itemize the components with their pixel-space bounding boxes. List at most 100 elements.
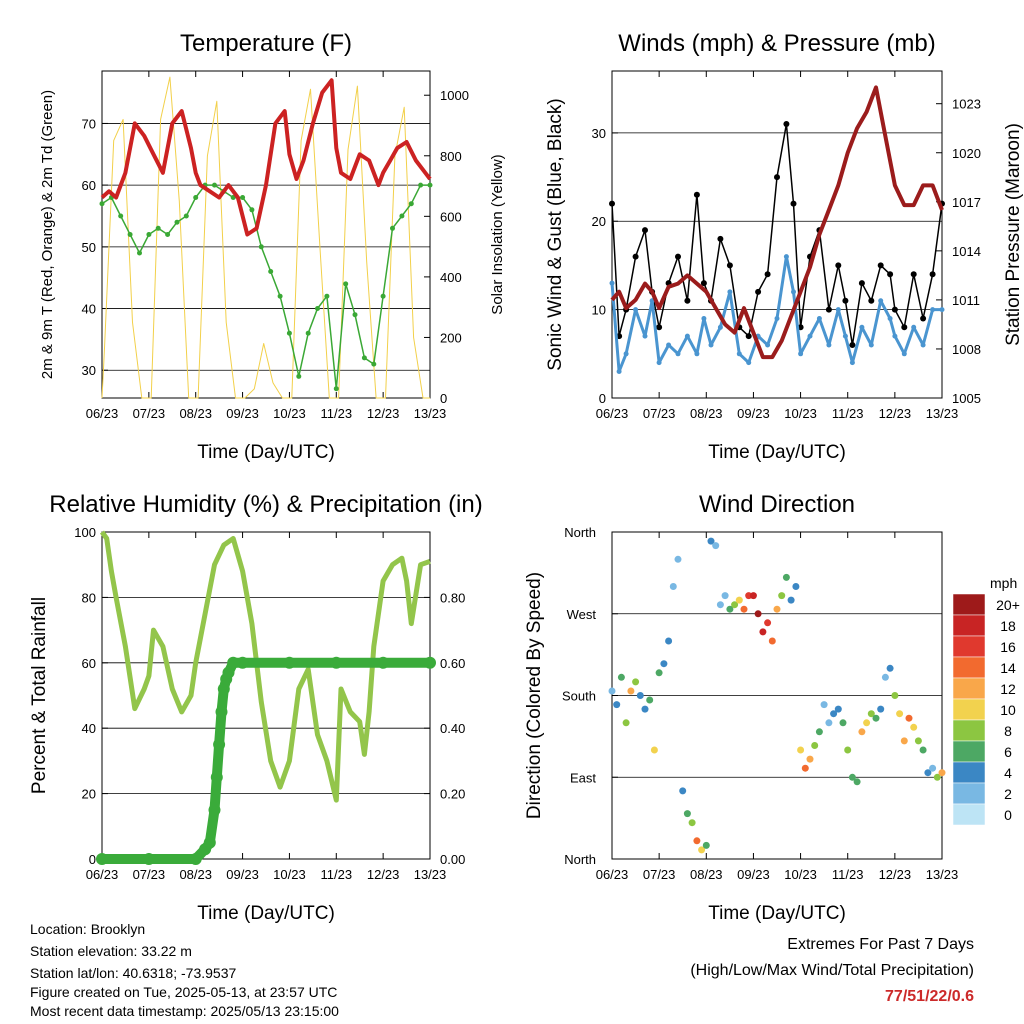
precip-point xyxy=(222,666,235,679)
wind-point xyxy=(609,280,615,286)
dewpoint-point xyxy=(258,244,264,250)
y-tick-label: 40 xyxy=(82,302,96,317)
x-tick-label: 12/23 xyxy=(367,406,400,421)
dewpoint-point xyxy=(183,213,189,219)
extremes-subtitle: (High/Low/Max Wind/Total Precipitation) xyxy=(690,962,974,979)
dewpoint-point xyxy=(408,201,414,207)
figure: Temperature (F) Time (Day/UTC) 06/23 07/23 0… xyxy=(29,30,1024,924)
precip-point xyxy=(208,804,221,816)
direction-point xyxy=(801,764,809,772)
pressure-line xyxy=(610,85,944,360)
colorbar-label: 0 xyxy=(1004,807,1012,823)
wind-point xyxy=(859,324,865,330)
direction-point xyxy=(665,637,673,645)
direction-point xyxy=(863,719,871,727)
wind-point xyxy=(911,324,917,330)
direction-point xyxy=(698,846,706,854)
wind-point xyxy=(868,342,874,348)
chart-title: Relative Humidity (%) & Precipitation (i… xyxy=(49,491,482,518)
y-tick-label: 60 xyxy=(82,178,96,193)
y2-tick-label: 1011 xyxy=(952,293,980,308)
x-tick-label: 08/23 xyxy=(179,406,212,421)
direction-point xyxy=(735,596,743,604)
precip-point xyxy=(236,656,249,669)
y2-tick-label: 1020 xyxy=(952,146,981,161)
x-tick-label: 06/23 xyxy=(86,867,119,882)
y2-tick-label: 1023 xyxy=(952,97,981,112)
y-tick-label: 60 xyxy=(82,656,96,671)
y-tick-label: 0 xyxy=(89,852,96,867)
direction-point xyxy=(778,592,786,600)
y2-tick-label: 600 xyxy=(440,209,462,224)
direction-point xyxy=(872,714,880,722)
direction-point xyxy=(749,592,757,600)
recent-text: Most recent data timestamp: 2025/05/13 2… xyxy=(30,1003,339,1019)
x-tick-label: 08/23 xyxy=(179,867,212,882)
direction-point xyxy=(669,583,677,590)
wind-point xyxy=(892,333,898,339)
precip-point xyxy=(217,683,230,695)
x-tick-label: 11/23 xyxy=(832,867,864,882)
x-tick-label: 08/23 xyxy=(690,867,723,882)
wind-point xyxy=(826,342,832,348)
x-tick-label: 12/23 xyxy=(879,867,912,882)
direction-point xyxy=(877,705,885,713)
dewpoint-point xyxy=(418,182,424,188)
x-tick-label: 10/23 xyxy=(273,406,306,421)
direction-point xyxy=(886,664,894,672)
precip-point xyxy=(227,656,240,669)
x-tick-label: 09/23 xyxy=(226,867,259,882)
colorbar-swatch xyxy=(952,635,986,658)
chart-title: Winds (mph) & Pressure (mb) xyxy=(618,30,935,57)
wind-point xyxy=(633,307,639,313)
x-tick-label: 10/23 xyxy=(273,867,306,882)
colorbar-label: 14 xyxy=(1000,660,1016,676)
colorbar-label: 16 xyxy=(1000,639,1016,655)
wind-point xyxy=(708,342,714,348)
temperature-panel: Temperature (F) Time (Day/UTC) 06/23 07/23 0… xyxy=(39,30,506,463)
dewpoint-point xyxy=(165,232,171,237)
precip-point xyxy=(213,738,226,751)
temperature-line xyxy=(100,78,432,237)
direction-point xyxy=(721,592,729,600)
direction-point xyxy=(716,601,724,609)
wind-point xyxy=(727,289,733,295)
humidity-panel: Relative Humidity (%) & Precipitation (i… xyxy=(29,491,483,924)
wind-point xyxy=(835,307,841,313)
direction-point xyxy=(702,841,710,849)
y-tick-label: 70 xyxy=(82,116,96,131)
y-tick-label: 30 xyxy=(82,363,96,378)
direction-point xyxy=(768,637,776,645)
x-tick-label: 07/23 xyxy=(133,867,166,882)
precip-point xyxy=(96,853,108,865)
direction-point xyxy=(830,710,838,718)
y2-tick-label: 0.60 xyxy=(440,656,465,671)
dewpoint-point xyxy=(155,225,161,231)
precip-point xyxy=(330,656,343,669)
precip-line xyxy=(102,657,430,864)
y-tick-label: West xyxy=(567,607,597,622)
precip-point xyxy=(210,771,223,784)
dewpoint-point xyxy=(118,213,124,219)
direction-point xyxy=(858,728,866,736)
wind-point xyxy=(887,316,893,321)
y2-tick-label: 1008 xyxy=(952,342,981,357)
x-tick-label: 10/23 xyxy=(784,406,817,421)
x-tick-label: 09/23 xyxy=(226,406,259,421)
direction-point xyxy=(844,746,852,754)
precip-point xyxy=(189,853,202,865)
colorbar-label: 18 xyxy=(1000,618,1016,634)
wind-point xyxy=(675,351,681,357)
colorbar-swatch xyxy=(952,656,986,679)
y-axis-label: Direction (Colored By Speed) xyxy=(524,572,545,819)
colorbar-swatch xyxy=(952,782,986,805)
direction-point xyxy=(891,692,899,699)
y2-tick-label: 1014 xyxy=(952,244,981,259)
elevation-text: Station elevation: 33.22 m xyxy=(30,943,192,959)
colorbar-label: 4 xyxy=(1004,765,1012,781)
winds-panel: Winds (mph) & Pressure (mb) Time (Day/UTC… xyxy=(545,30,1024,463)
y2-tick-label: 1000 xyxy=(440,88,469,103)
y-tick-label: 30 xyxy=(592,126,606,141)
precip-point xyxy=(203,836,216,849)
x-tick-label: 13/23 xyxy=(926,406,959,421)
